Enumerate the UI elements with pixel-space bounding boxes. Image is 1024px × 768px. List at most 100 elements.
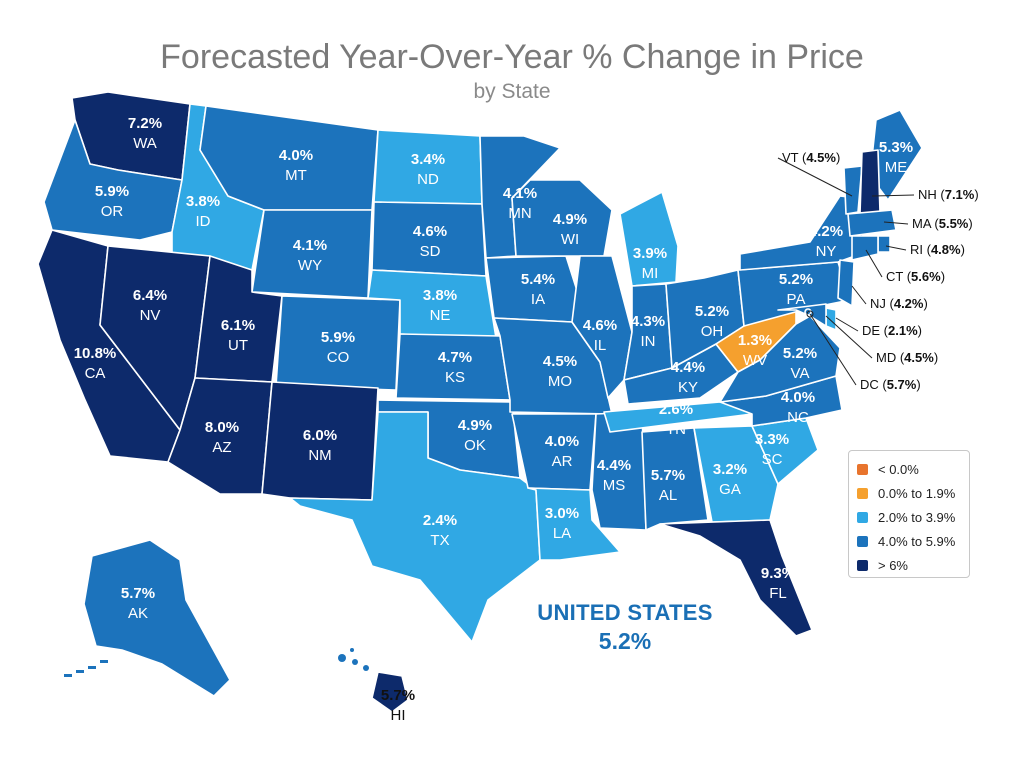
legend-item-mid: 2.0% to 3.9% <box>857 505 961 529</box>
state-abbr-nc: NC <box>787 409 809 426</box>
state-abbr-or: OR <box>101 203 124 220</box>
state-va <box>719 315 841 403</box>
callout-leader-de <box>835 317 859 332</box>
state-label-mt: 4.0% MT <box>279 147 313 184</box>
callout-abbr-dc: DC ( <box>860 377 887 392</box>
state-value-il: 4.6% <box>583 317 617 334</box>
state-label-id: 3.8% ID <box>186 193 220 230</box>
state-abbr-ny: NY <box>816 243 837 260</box>
legend-swatch-high <box>857 535 868 547</box>
callout-label-dc: DC (5.7%) <box>860 377 921 392</box>
state-value-ga: 3.2% <box>713 461 747 478</box>
state-abbr-ak: AK <box>128 605 148 622</box>
state-label-or: 5.9% OR <box>95 183 129 220</box>
state-label-sc: 3.3% SC <box>755 431 789 468</box>
callout-label-vt: VT (4.5%) <box>782 150 840 165</box>
state-label-ia: 5.4% IA <box>521 271 555 308</box>
state-label-ny: 4.2% NY <box>809 223 843 260</box>
legend-label-negative: < 0.0% <box>878 461 919 477</box>
state-label-mn: 4.1% MN <box>503 185 537 222</box>
state-label-nc: 4.0% NC <box>781 389 815 426</box>
state-label-wv: 1.3% WV <box>738 332 772 369</box>
state-value-nv: 6.4% <box>133 287 167 304</box>
ak-island <box>64 674 72 677</box>
callout-close-vt: ) <box>836 150 840 165</box>
state-value-ks: 4.7% <box>438 349 472 366</box>
state-mi <box>619 191 679 287</box>
state-label-in: 4.3% IN <box>631 313 665 350</box>
state-ct <box>851 235 879 261</box>
state-label-sd: 4.6% SD <box>413 223 447 260</box>
state-abbr-tn: TN <box>666 421 686 438</box>
state-abbr-ks: KS <box>445 369 465 386</box>
state-label-tx: 2.4% TX <box>423 512 457 549</box>
state-value-mt: 4.0% <box>279 147 313 164</box>
state-label-tn: 2.6% TN <box>659 401 693 438</box>
callout-label-de: DE (2.1%) <box>862 323 922 338</box>
state-label-ar: 4.0% AR <box>545 433 579 470</box>
state-label-ga: 3.2% GA <box>713 461 747 498</box>
state-ar <box>511 413 597 491</box>
state-value-or: 5.9% <box>95 183 129 200</box>
us-total-value: 5.2% <box>598 628 652 654</box>
callout-value-ma: 5.5% <box>939 216 969 231</box>
state-abbr-nv: NV <box>140 307 161 324</box>
hi-island <box>338 654 346 662</box>
legend-swatch-negative <box>857 463 868 475</box>
state-value-hi: 5.7% <box>381 687 415 704</box>
state-label-mo: 4.5% MO <box>543 353 577 390</box>
state-value-nc: 4.0% <box>781 389 815 406</box>
state-value-ia: 5.4% <box>521 271 555 288</box>
state-label-fl: 9.3% FL <box>761 565 795 602</box>
callout-close-nj: ) <box>923 296 927 311</box>
state-value-ky: 4.4% <box>671 359 705 376</box>
state-value-la: 3.0% <box>545 505 579 522</box>
state-abbr-la: LA <box>553 525 571 542</box>
state-abbr-sd: SD <box>420 243 441 260</box>
state-label-ms: 4.4% MS <box>597 457 631 494</box>
state-abbr-az: AZ <box>212 439 231 456</box>
callout-label-ma: MA (5.5%) <box>912 216 973 231</box>
state-abbr-mo: MO <box>548 373 572 390</box>
callout-abbr-nh: NH ( <box>918 187 945 202</box>
state-md <box>777 303 827 327</box>
state-labels: 7.2% WA 5.9% OR 10.8% CA 3.8% ID 6.4% NV 4.0% MT 4.1… <box>74 115 913 724</box>
state-label-mi: 3.9% MI <box>633 245 667 282</box>
state-label-al: 5.7% AL <box>651 467 685 504</box>
state-abbr-wv: WV <box>743 352 767 369</box>
ak-island <box>100 660 108 663</box>
state-label-ak: 5.7% AK <box>121 585 155 622</box>
state-label-wi: 4.9% WI <box>553 211 587 248</box>
state-label-ks: 4.7% KS <box>438 349 472 386</box>
state-abbr-pa: PA <box>787 291 806 308</box>
state-in <box>623 283 673 381</box>
callout-close-ri: ) <box>961 242 965 257</box>
state-abbr-ar: AR <box>552 453 573 470</box>
map-legend: < 0.0% 0.0% to 1.9% 2.0% to 3.9% 4.0% to 5.… <box>848 450 970 578</box>
state-tx <box>289 411 541 643</box>
state-label-nm: 6.0% NM <box>303 427 337 464</box>
legend-label-low: 0.0% to 1.9% <box>878 485 956 501</box>
state-abbr-al: AL <box>659 487 677 504</box>
callout-value-ct: 5.6% <box>911 269 941 284</box>
state-abbr-ga: GA <box>719 481 741 498</box>
state-abbr-ky: KY <box>678 379 698 396</box>
state-value-mi: 3.9% <box>633 245 667 262</box>
state-vt <box>843 165 863 215</box>
state-value-fl: 9.3% <box>761 565 795 582</box>
state-value-ar: 4.0% <box>545 433 579 450</box>
state-abbr-wa: WA <box>133 135 157 152</box>
state-label-pa: 5.2% PA <box>779 271 813 308</box>
state-abbr-mn: MN <box>508 205 531 222</box>
callout-value-nh: 7.1% <box>945 187 975 202</box>
callout-leader-vt <box>777 157 853 197</box>
hi-island <box>352 659 358 665</box>
state-ri <box>877 235 891 253</box>
legend-label-high: 4.0% to 5.9% <box>878 533 956 549</box>
state-value-ny: 4.2% <box>809 223 843 240</box>
callout-leader-ct <box>865 249 883 278</box>
state-abbr-mt: MT <box>285 167 307 184</box>
callout-label-nh: NH (7.1%) <box>918 187 979 202</box>
callout-value-md: 4.5% <box>904 350 934 365</box>
dc-marker <box>806 310 814 318</box>
